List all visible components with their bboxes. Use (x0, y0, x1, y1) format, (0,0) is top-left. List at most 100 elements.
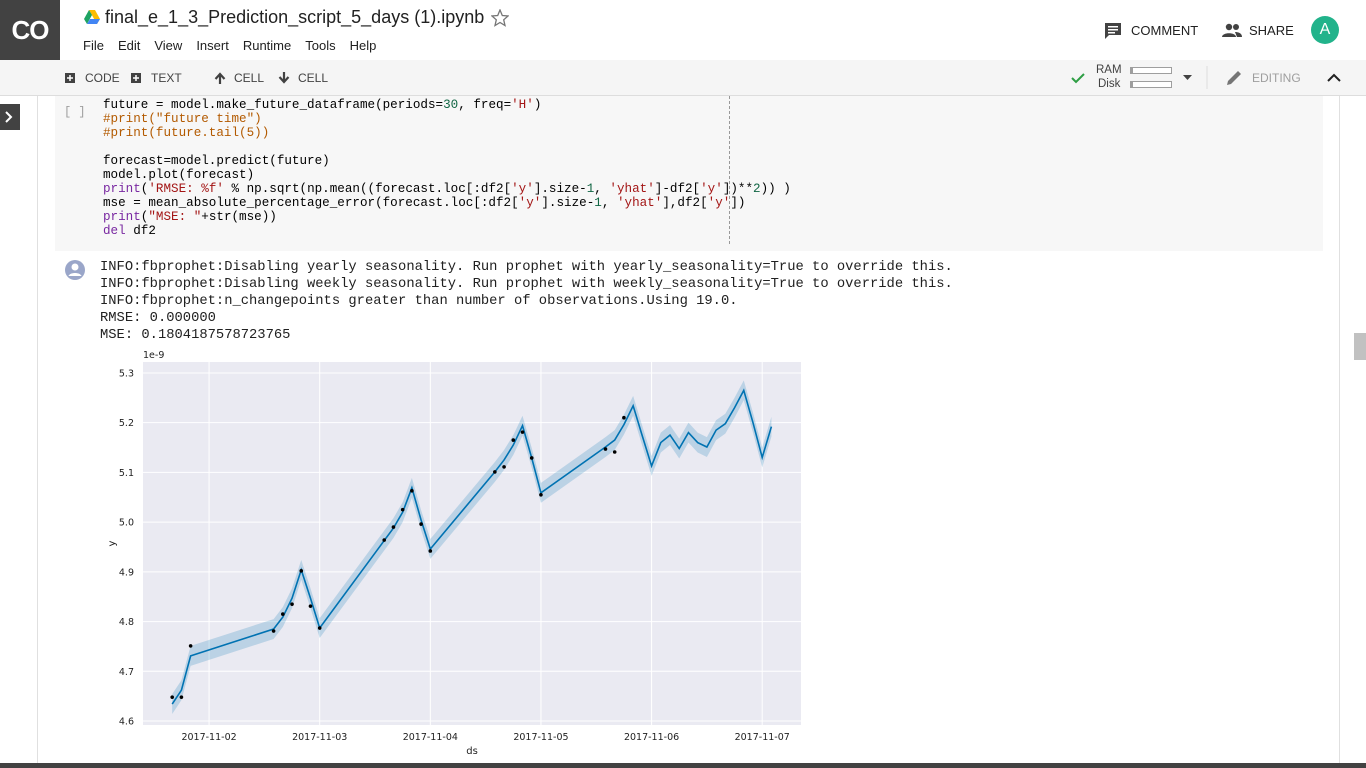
code-line: #print(future.tail(5)) (103, 126, 791, 140)
code-token: ) (533, 98, 542, 112)
code-token: 'y' (700, 182, 723, 196)
add-code-button[interactable]: CODE (85, 71, 120, 85)
y-axis-label: y (107, 540, 118, 546)
code-token: 1 (594, 196, 602, 210)
output-line: INFO:fbprophet:Disabling yearly seasonal… (100, 260, 953, 275)
code-token: print (103, 210, 141, 224)
data-point (271, 629, 276, 633)
code: future = model.make_future_dataframe(per… (103, 98, 791, 238)
share-icon (1222, 23, 1242, 37)
y-tick-label: 5.1 (119, 468, 134, 479)
data-point (188, 644, 193, 648)
output-line: MSE: 0.1804187578723765 (100, 328, 291, 343)
code-token: df2 (125, 224, 156, 238)
offset-label: 1e-9 (143, 350, 164, 361)
run-label[interactable]: [ ] (64, 105, 86, 119)
code-token: print (103, 182, 141, 196)
code-line: model.plot(forecast) (103, 168, 791, 182)
code-token: 'yhat' (616, 196, 663, 210)
data-point (539, 492, 543, 497)
code-token: 30 (443, 98, 459, 112)
sidebar-toggle[interactable] (0, 104, 20, 130)
cell-up-button[interactable]: CELL (234, 71, 265, 85)
data-point (179, 695, 184, 699)
data-point (299, 569, 304, 573)
editing-mode[interactable]: EDITING (1252, 71, 1301, 85)
cell-down-button[interactable]: CELL (298, 71, 329, 85)
code-token: 'y' (511, 182, 534, 196)
y-tick-label: 5.0 (119, 518, 134, 529)
code-token: 'H' (511, 98, 534, 112)
code-token: , (601, 196, 617, 210)
avatar[interactable]: A (1311, 16, 1339, 44)
y-tick-label: 4.8 (119, 617, 134, 628)
menu-item[interactable]: Tools (305, 38, 336, 53)
data-point (511, 438, 516, 442)
code-token: ].size- (541, 196, 595, 210)
data-point (622, 415, 626, 420)
uncertainty-band (172, 380, 772, 715)
data-point (382, 538, 387, 542)
code-line: forecast=model.predict(future) (103, 154, 791, 168)
code-line: print('RMSE: %f' % np.sqrt(np.mean((fore… (103, 182, 791, 196)
share-button[interactable]: SHARE (1249, 23, 1294, 38)
code-token: forecast=model.predict(future) (103, 154, 330, 168)
x-axis-label: ds (466, 746, 478, 757)
y-tick-label: 5.3 (119, 368, 134, 379)
menu-item[interactable]: Help (349, 38, 377, 53)
x-tick-label: 2017-11-02 (181, 732, 236, 743)
code-line: #print("future time") (103, 112, 791, 126)
menu-item[interactable]: Insert (196, 38, 229, 53)
code-token: ])** (722, 182, 754, 196)
code-token: ( (140, 182, 149, 196)
comment-button[interactable]: COMMENT (1131, 23, 1199, 38)
ram-label: RAM (1096, 64, 1122, 76)
code-cell[interactable] (55, 96, 1323, 251)
menu-item[interactable]: File (83, 38, 104, 53)
add-text-button[interactable]: TEXT (151, 71, 182, 85)
notebook-title[interactable]: final_e_1_3_Prediction_script_5_days (1)… (105, 7, 485, 27)
x-tick-label: 2017-11-04 (403, 732, 458, 743)
data-point (419, 522, 423, 526)
chart: 4.6 4.7 4.8 4.9 5.0 5.1 5.2 5.3 2017-11-02 2017-1… (107, 350, 801, 757)
y-tick-label: 4.6 (119, 717, 134, 728)
code-token: 'RMSE: %f' (148, 182, 224, 196)
data-point (502, 465, 506, 469)
data-point (400, 507, 405, 512)
code-token: ]) (730, 196, 746, 210)
code-token: #print("future time") (103, 112, 262, 126)
code-token: 'yhat' (609, 182, 655, 196)
data-point (308, 604, 313, 608)
code-token: del (103, 224, 126, 238)
logo[interactable]: CO (0, 0, 60, 60)
data-point (520, 430, 525, 434)
data-point (170, 695, 174, 699)
star-icon[interactable] (491, 9, 509, 27)
output-line: RMSE: 0.000000 (100, 311, 216, 326)
code-token: 1 (586, 182, 595, 196)
code-token: mse = mean_absolute_percentage_error(for… (103, 196, 519, 210)
code-token: 'y' (707, 196, 731, 210)
comment-icon (1105, 23, 1121, 39)
code-token: "MSE: " (148, 210, 202, 224)
y-tick-label: 4.7 (119, 667, 134, 678)
menu-item[interactable]: Edit (117, 38, 141, 53)
output-icon (65, 260, 85, 280)
code-line: del df2 (103, 224, 791, 238)
menu-item[interactable]: Runtime (242, 38, 292, 53)
code-token: +str(mse)) (201, 210, 277, 224)
toolbar-icons (65, 66, 1341, 89)
x-tick-label: 2017-11-06 (624, 732, 679, 743)
ruler (729, 96, 730, 244)
code-token: 'y' (518, 196, 542, 210)
code-token: ( (140, 210, 149, 224)
menu-item[interactable]: View (154, 38, 183, 53)
x-tick-label: 2017-11-07 (735, 732, 790, 743)
data-point (529, 456, 534, 460)
x-tick-label: 2017-11-03 (292, 732, 347, 743)
y-tick-label: 5.2 (119, 418, 134, 429)
code-token: , (594, 182, 610, 196)
scrollbar-thumb[interactable] (1354, 333, 1366, 360)
data-point (290, 602, 294, 606)
